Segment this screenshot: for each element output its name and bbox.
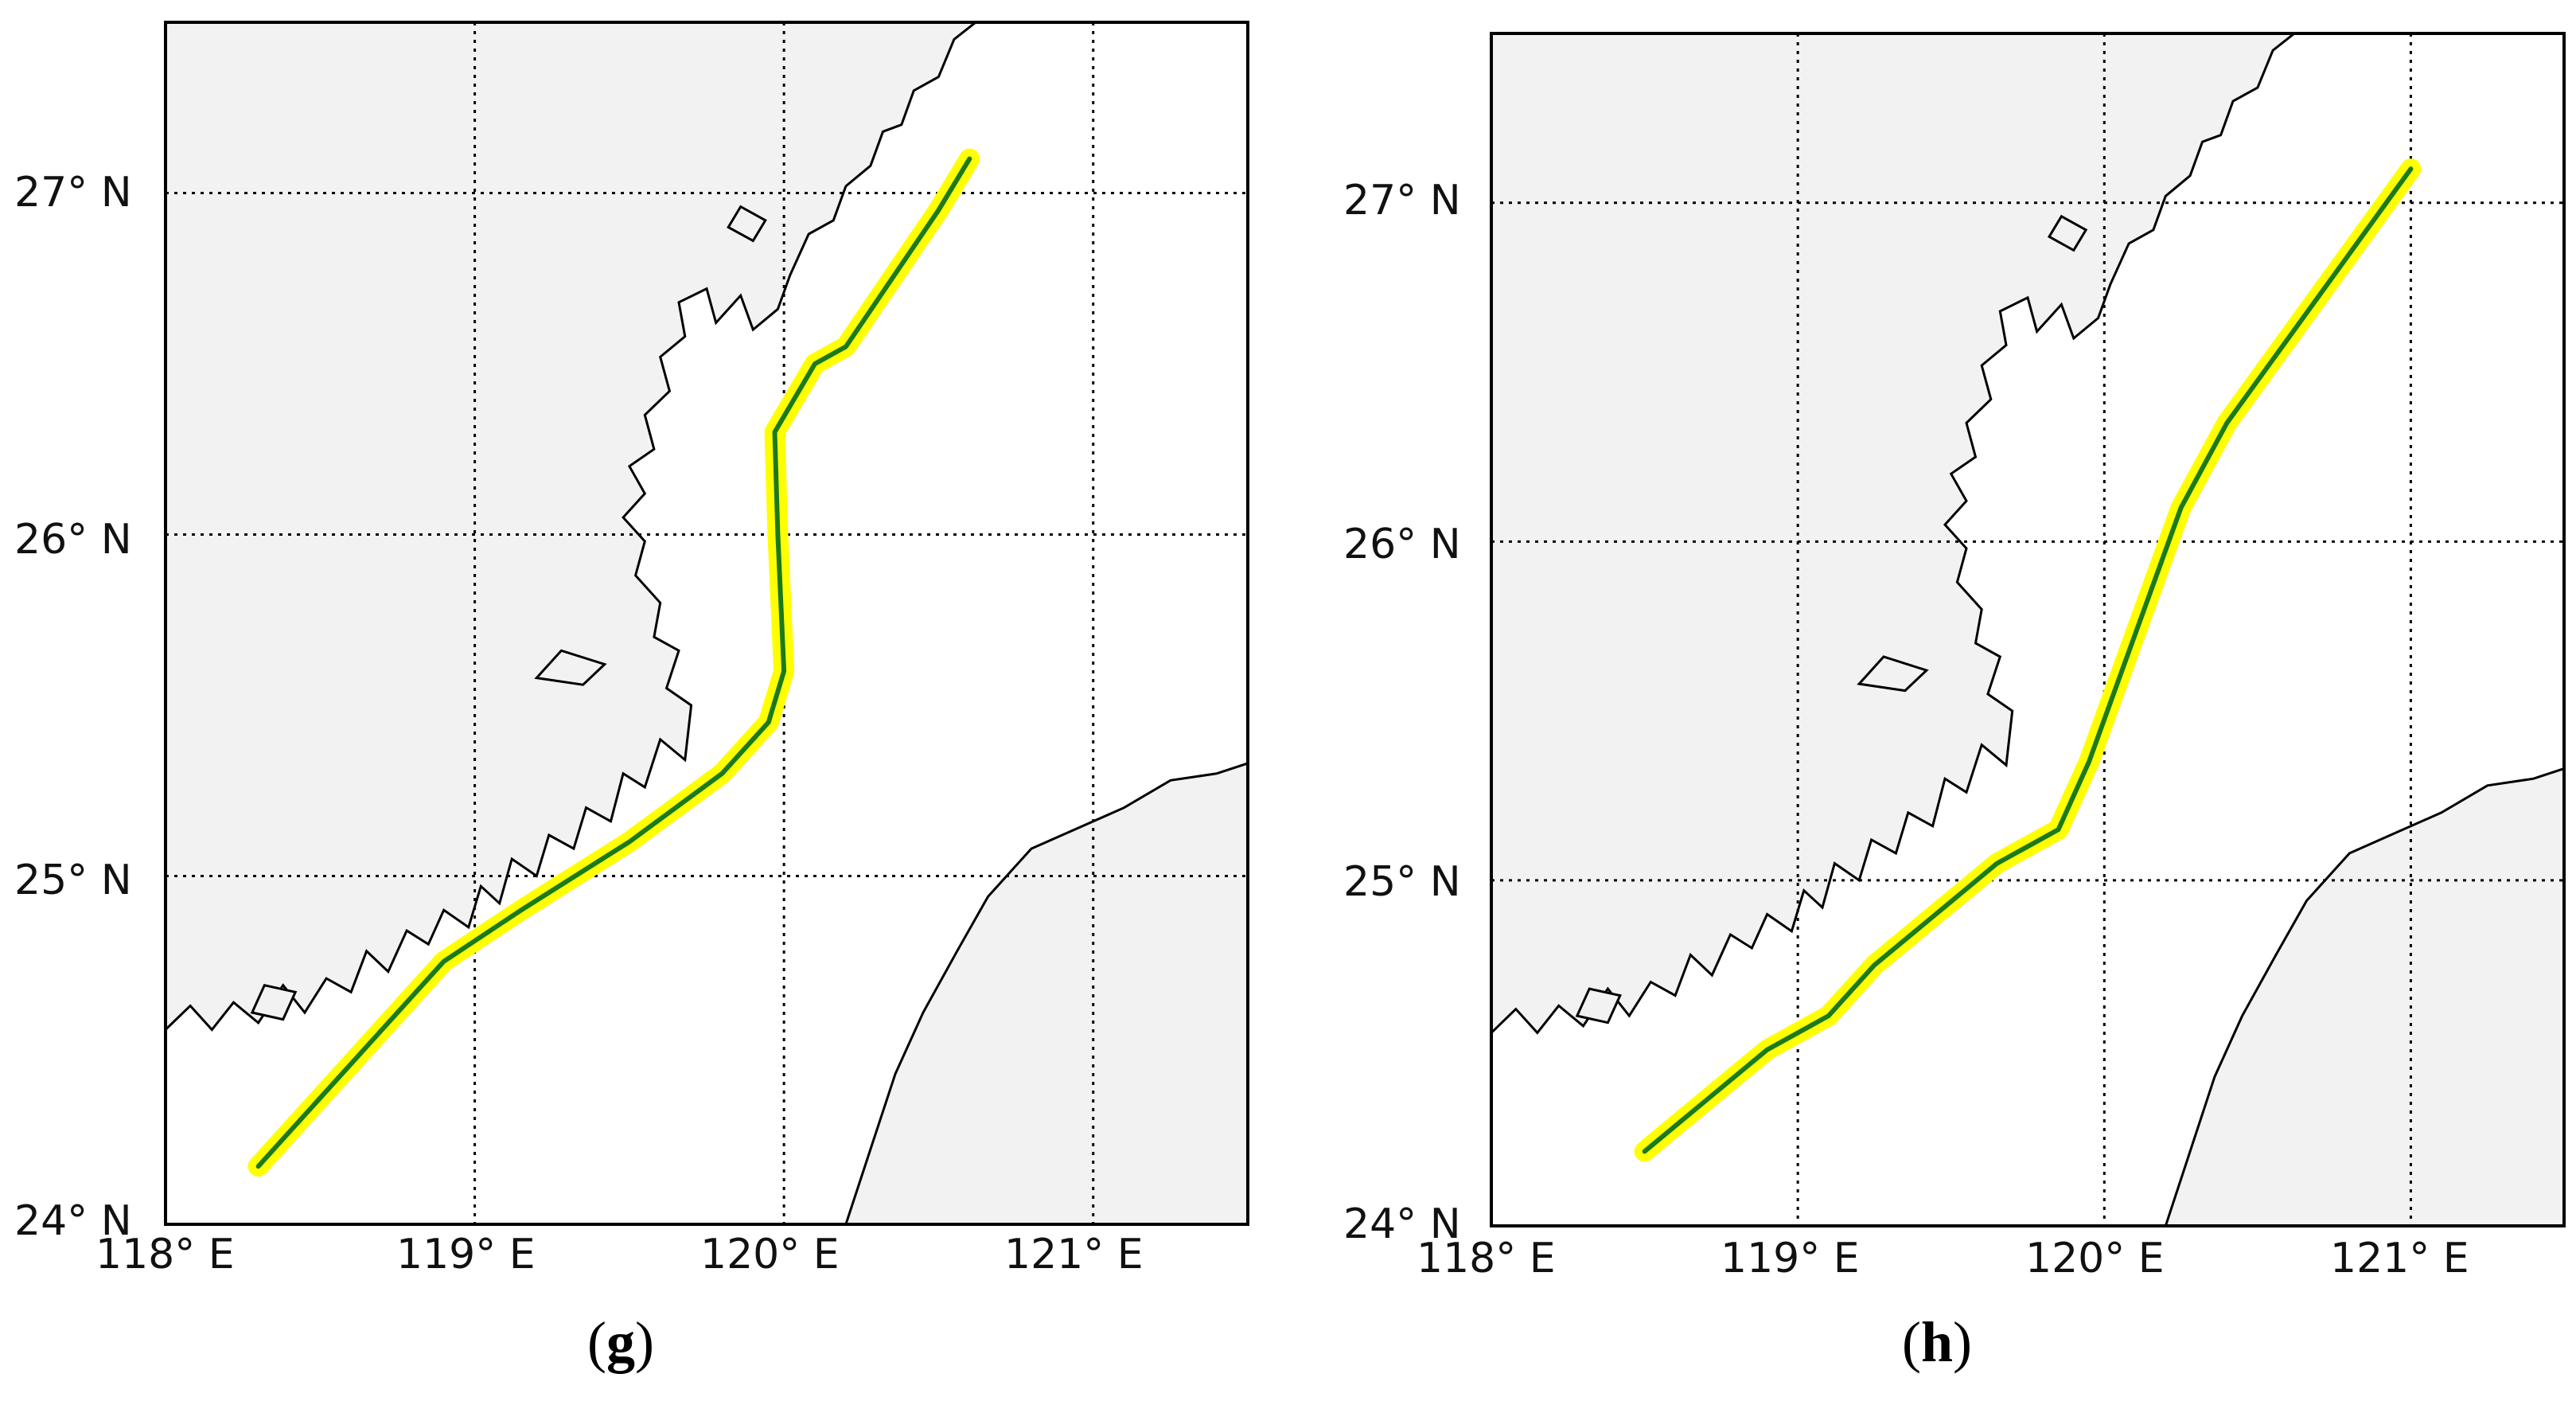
lat-label-h-27: 27° N [1343, 177, 1461, 224]
island-g-2 [250, 983, 298, 1021]
lon-label-g-118: 118° E [95, 1231, 235, 1278]
fujian-coast-g [166, 22, 978, 1032]
lon-label-h-121: 121° E [2330, 1235, 2469, 1282]
lon-label-g-120: 120° E [700, 1231, 840, 1278]
island-h-2 [1575, 987, 1622, 1024]
island-g-1 [727, 205, 767, 243]
lat-label-h-24: 24° N [1343, 1200, 1461, 1248]
lat-label-g-24: 24° N [14, 1197, 132, 1245]
fujian-coast-h [1491, 33, 2297, 1035]
lon-label-h-118: 118° E [1417, 1235, 1556, 1282]
lat-label-g-26: 26° N [14, 516, 132, 564]
lat-label-h-26: 26° N [1343, 521, 1461, 568]
lat-label-g-27: 27° N [14, 169, 132, 217]
taiwan-coast-h [2164, 767, 2564, 1226]
map-frame-g [164, 21, 1249, 1226]
lon-label-h-120: 120° E [2025, 1235, 2165, 1282]
lat-label-h-25: 25° N [1343, 858, 1461, 906]
panel-caption-h: (h) [1902, 1310, 1973, 1374]
island-h-1 [2047, 214, 2088, 252]
taiwan-coast-g [844, 762, 1248, 1224]
panel-caption-g: (g) [587, 1310, 654, 1374]
lon-label-g-119: 119° E [396, 1231, 536, 1278]
lon-label-h-119: 119° E [1721, 1235, 1860, 1282]
map-frame-h [1490, 32, 2566, 1227]
island-g-0 [534, 649, 607, 686]
lat-label-g-25: 25° N [14, 857, 132, 904]
track-line-g [255, 156, 972, 1169]
lon-label-g-121: 121° E [1004, 1231, 1144, 1278]
track-line-h [1642, 166, 2414, 1154]
island-h-0 [1857, 655, 1929, 693]
